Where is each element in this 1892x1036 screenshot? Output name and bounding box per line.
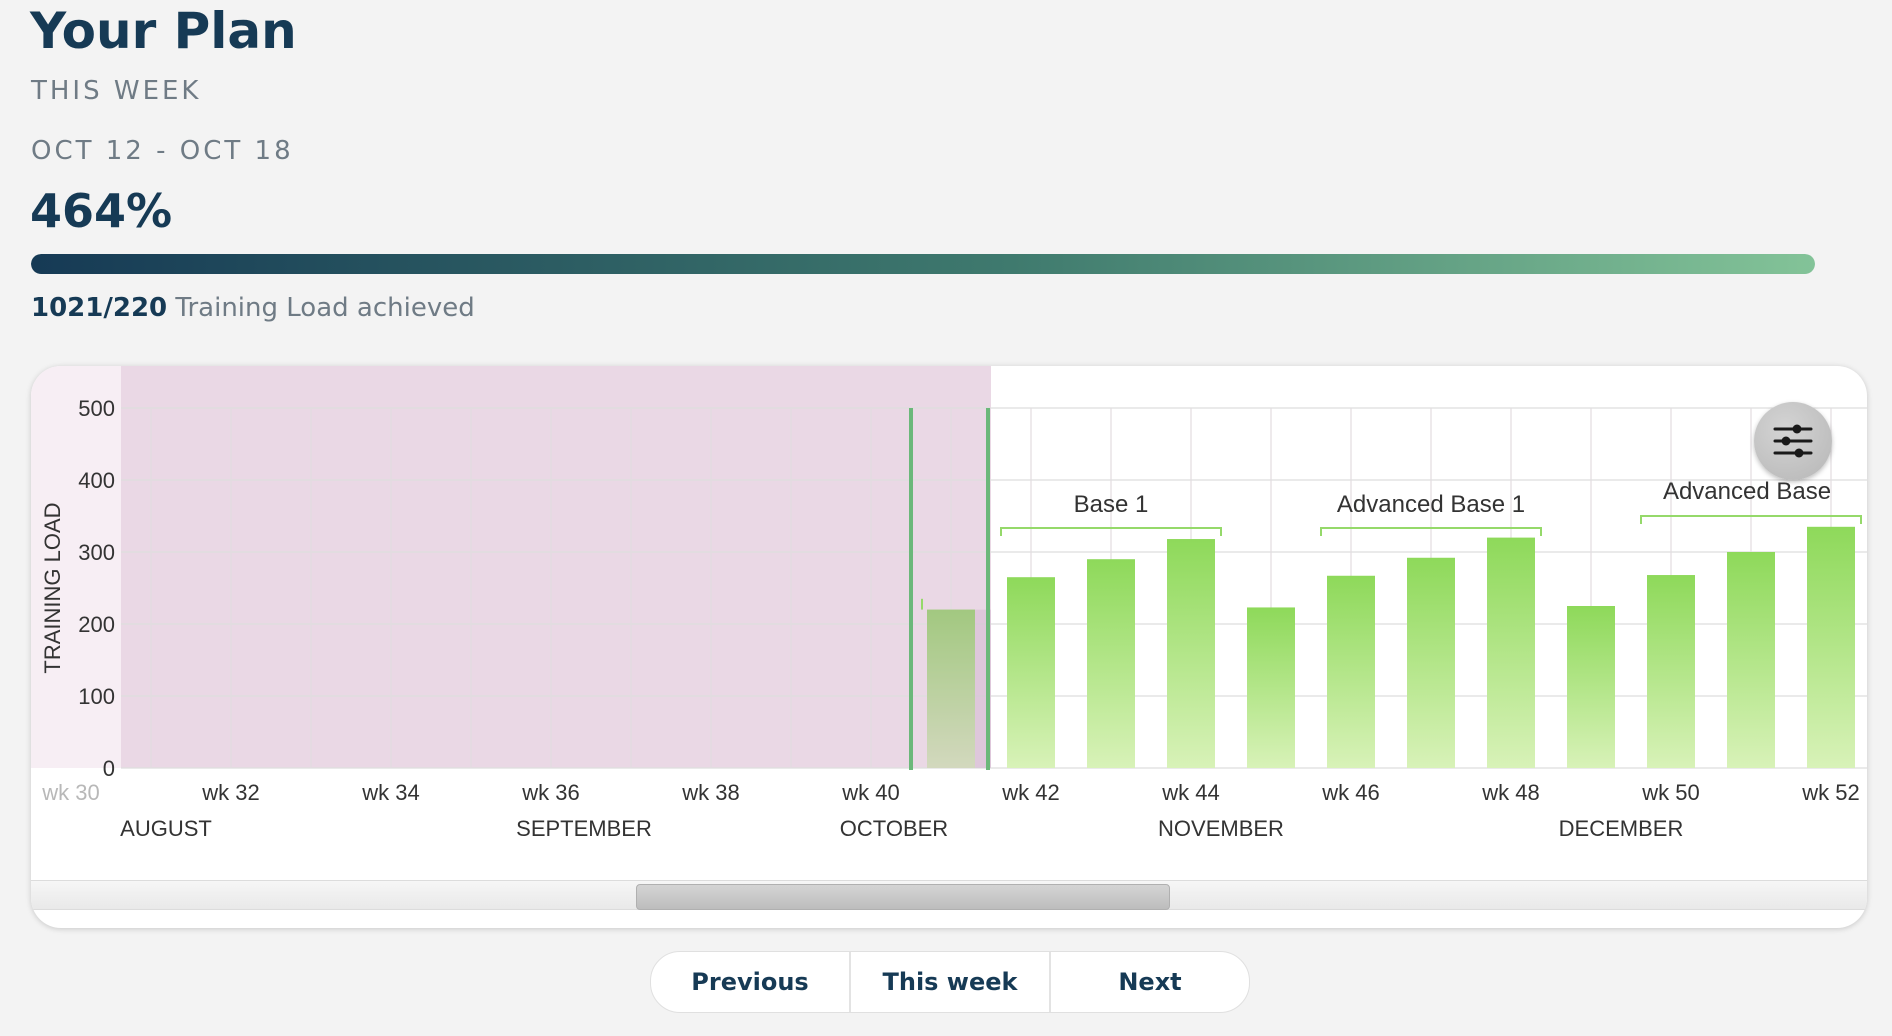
chart-scrollbar[interactable] (31, 880, 1867, 910)
load-progress-bar (31, 254, 1815, 274)
week-navigation: Previous This week Next (650, 951, 1250, 1013)
filter-button[interactable] (1754, 402, 1832, 480)
month-label: OCTOBER (840, 816, 948, 841)
chart-bar (1087, 559, 1135, 768)
x-tick-label: wk 44 (1161, 780, 1219, 805)
load-progress-fill (31, 254, 1815, 274)
page-title: Your Plan (30, 2, 297, 60)
x-tick-label: wk 32 (201, 780, 259, 805)
x-tick-label: wk 52 (1801, 780, 1859, 805)
month-label: SEPTEMBER (516, 816, 652, 841)
next-button[interactable]: Next (1049, 952, 1249, 1012)
x-tick-label: wk 42 (1001, 780, 1059, 805)
chart-bar (1327, 575, 1375, 768)
training-load-chart[interactable]: 0 100 200 300 400 500 TRAINING LOAD Base 1 Advan… (31, 366, 1867, 928)
x-tick-label: wk 48 (1481, 780, 1539, 805)
chart-bar (1167, 539, 1215, 768)
load-percent: 464% (30, 184, 173, 238)
chart-bar (1647, 575, 1695, 768)
month-label: DECEMBER (1559, 816, 1684, 841)
load-text: Training Load achieved (175, 293, 475, 323)
phase-label: Base 1 (1074, 491, 1149, 518)
past-weeks-region (121, 366, 991, 768)
y-tick-label: 100 (78, 684, 115, 709)
chart-bar (1807, 526, 1855, 768)
date-range: OCT 12 - OCT 18 (31, 136, 294, 166)
phase-bracket (1320, 527, 1542, 536)
current-bar-overlay (927, 609, 991, 768)
phase-bracket (1640, 515, 1862, 524)
y-tick-label: 300 (78, 540, 115, 565)
x-tick-label: wk 40 (841, 780, 899, 805)
load-value: 1021/220 (31, 293, 168, 323)
x-tick-label: wk 36 (521, 780, 579, 805)
chart-bar (1407, 557, 1455, 768)
sliders-icon (1773, 424, 1813, 458)
month-label: NOVEMBER (1158, 816, 1284, 841)
phase-bracket (1000, 527, 1222, 536)
y-tick-label: 400 (78, 468, 115, 493)
x-tick-label: wk 30 (41, 780, 99, 805)
month-label: AUGUST (120, 816, 212, 841)
x-tick-label: wk 50 (1641, 780, 1699, 805)
period-label: THIS WEEK (31, 76, 202, 106)
chart-scrollbar-thumb[interactable] (636, 884, 1170, 910)
y-tick-label: 0 (103, 756, 115, 781)
chart-bar (1727, 552, 1775, 768)
load-summary: 1021/220 Training Load achieved (31, 293, 475, 323)
previous-button[interactable]: Previous (691, 968, 809, 996)
y-tick-label: 500 (78, 396, 115, 421)
x-tick-label: wk 38 (681, 780, 739, 805)
phase-label: Advanced Base (1663, 478, 1831, 505)
y-axis-label: TRAINING LOAD (40, 502, 65, 673)
chart-bar (1247, 607, 1295, 768)
phase-label: Advanced Base 1 (1337, 491, 1525, 518)
x-tick-label: wk 34 (361, 780, 419, 805)
y-tick-label: 200 (78, 612, 115, 637)
this-week-button[interactable]: This week (849, 952, 1049, 1012)
x-tick-label: wk 46 (1321, 780, 1379, 805)
axis-background (31, 366, 121, 768)
chart-bar (1487, 537, 1535, 768)
chart-bar (1567, 606, 1615, 768)
chart-bar (1007, 577, 1055, 768)
chart-bar (927, 609, 975, 768)
chart-canvas: 0 100 200 300 400 500 TRAINING LOAD Base 1 Advan… (31, 366, 1867, 841)
